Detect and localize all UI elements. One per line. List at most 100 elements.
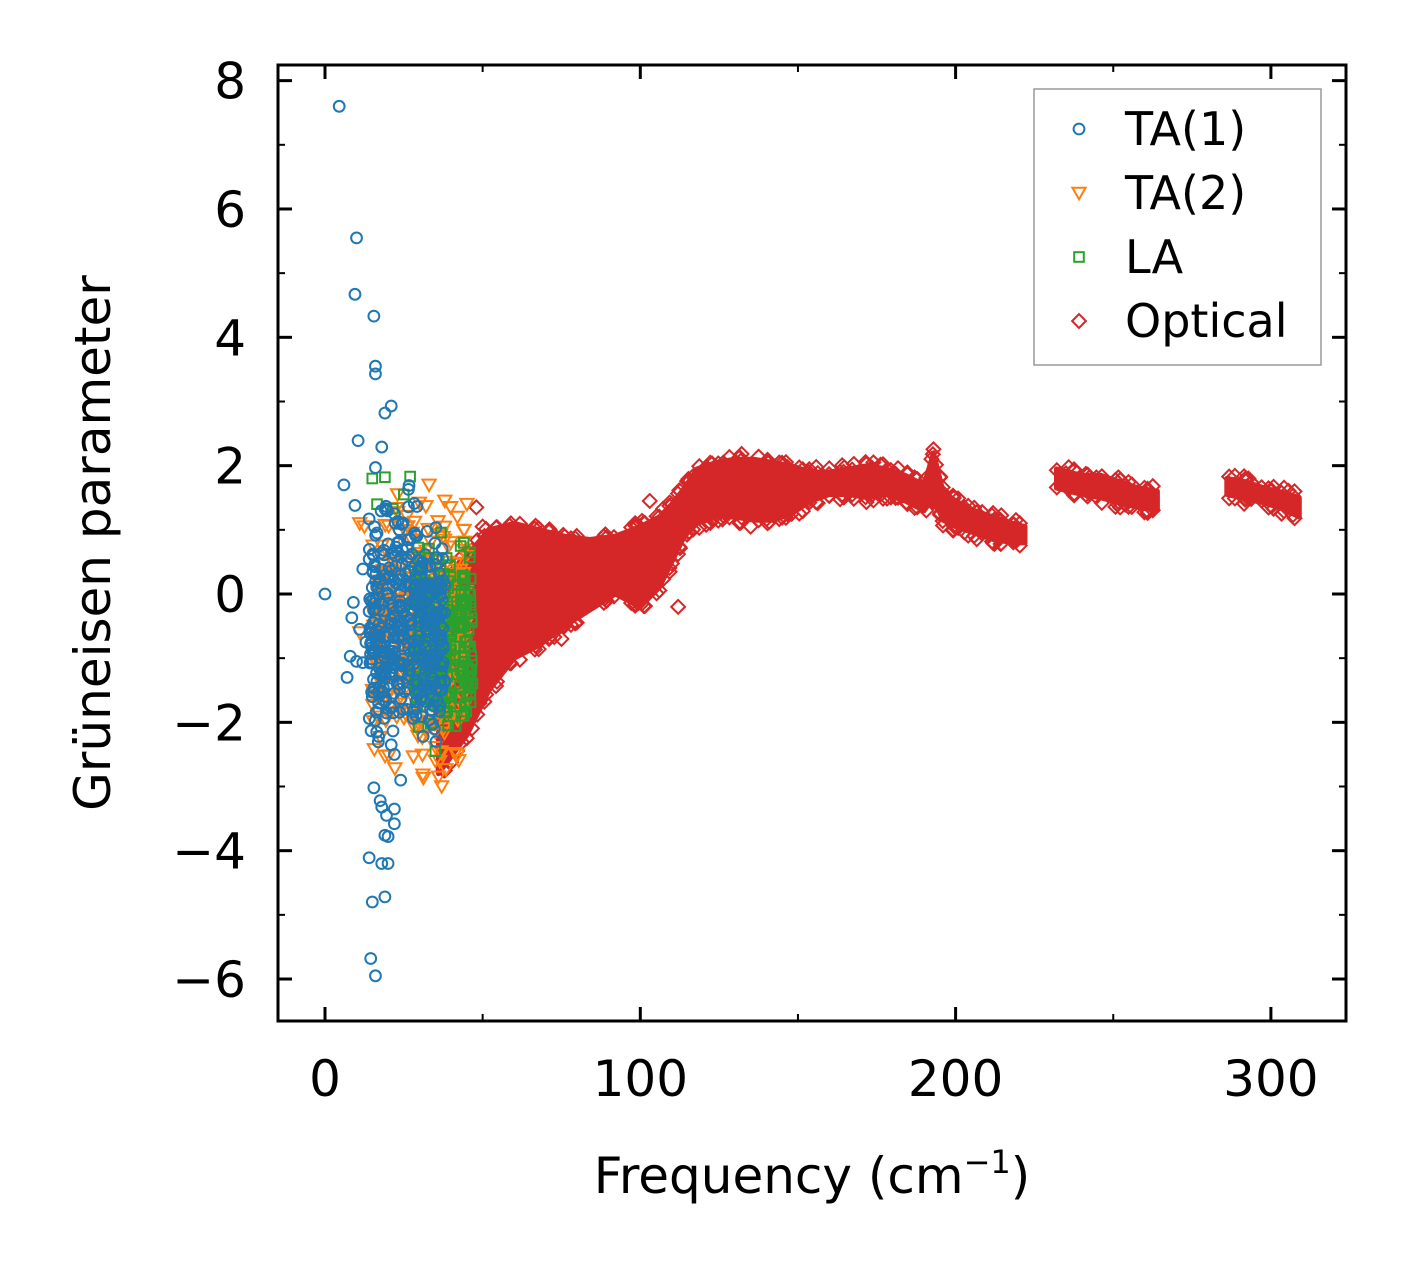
data-point bbox=[412, 721, 425, 733]
data-point bbox=[429, 521, 443, 535]
data-point bbox=[356, 562, 370, 576]
data-point bbox=[375, 440, 389, 454]
data-point bbox=[742, 518, 759, 535]
data-point bbox=[371, 640, 384, 654]
data-point bbox=[398, 685, 412, 698]
data-point bbox=[348, 287, 362, 301]
legend-marker-ta2 bbox=[1070, 186, 1088, 202]
data-point bbox=[397, 639, 410, 653]
data-point bbox=[420, 559, 434, 573]
data-point bbox=[1142, 489, 1160, 507]
data-point bbox=[362, 851, 376, 865]
data-point bbox=[663, 555, 681, 572]
data-point bbox=[1262, 483, 1280, 500]
data-point bbox=[394, 550, 408, 564]
data-point bbox=[386, 706, 400, 720]
data-point bbox=[362, 512, 376, 526]
data-point bbox=[807, 458, 825, 476]
data-point bbox=[365, 581, 379, 594]
data-point bbox=[351, 517, 369, 532]
data-point bbox=[889, 459, 907, 477]
data-point bbox=[1284, 487, 1302, 505]
data-point bbox=[419, 622, 433, 636]
data-point bbox=[1139, 480, 1156, 498]
data-point bbox=[530, 640, 548, 658]
data-point bbox=[878, 490, 896, 507]
data-point bbox=[442, 719, 454, 732]
data-point bbox=[451, 556, 468, 572]
data-point bbox=[421, 581, 434, 595]
data-point bbox=[369, 367, 382, 381]
data-point bbox=[381, 537, 395, 551]
data-point bbox=[346, 595, 360, 609]
data-point bbox=[378, 406, 392, 420]
data-point bbox=[680, 472, 698, 490]
data-point bbox=[409, 729, 427, 745]
legend-box bbox=[1033, 88, 1322, 366]
data-point bbox=[1065, 461, 1083, 478]
data-point bbox=[973, 525, 991, 543]
data-point bbox=[488, 673, 506, 690]
data-point bbox=[398, 579, 412, 593]
data-point bbox=[406, 712, 420, 725]
legend-items: TA(1) TA(2) LA Optical bbox=[1070, 102, 1287, 348]
data-point bbox=[455, 710, 468, 722]
data-point bbox=[365, 895, 379, 909]
data-point bbox=[1240, 490, 1257, 507]
data-point bbox=[370, 580, 384, 594]
data-point bbox=[777, 453, 795, 471]
data-point bbox=[396, 631, 410, 645]
data-point bbox=[1093, 467, 1111, 485]
data-point bbox=[386, 700, 400, 713]
data-point bbox=[1065, 487, 1083, 504]
data-point bbox=[367, 781, 381, 795]
y-tick-label: −4 bbox=[172, 823, 246, 881]
data-point bbox=[378, 890, 392, 904]
data-point bbox=[379, 471, 391, 484]
data-point bbox=[697, 516, 715, 534]
data-point bbox=[460, 636, 473, 648]
data-point bbox=[669, 598, 687, 616]
data-point bbox=[464, 596, 476, 609]
data-point bbox=[1104, 477, 1122, 495]
data-point bbox=[927, 456, 945, 474]
data-point bbox=[1242, 490, 1260, 508]
data-point bbox=[388, 549, 402, 563]
data-point bbox=[770, 454, 788, 471]
data-point bbox=[380, 808, 393, 822]
data-point bbox=[1111, 499, 1129, 516]
data-point bbox=[380, 589, 394, 603]
data-point bbox=[393, 613, 407, 627]
data-point bbox=[415, 771, 432, 787]
data-point bbox=[369, 359, 382, 373]
data-point bbox=[1240, 470, 1257, 487]
legend-entry-ta2: TA(2) bbox=[1070, 166, 1246, 220]
data-point bbox=[367, 548, 380, 562]
data-point bbox=[332, 99, 346, 113]
data-point bbox=[598, 592, 615, 610]
data-point bbox=[430, 682, 444, 696]
data-point bbox=[671, 539, 689, 557]
data-point bbox=[882, 489, 900, 506]
y-tick-label: −6 bbox=[172, 951, 246, 1009]
data-point bbox=[429, 735, 443, 748]
data-point bbox=[831, 490, 849, 508]
data-point bbox=[968, 504, 986, 521]
data-point bbox=[402, 613, 416, 627]
data-point bbox=[843, 486, 861, 503]
data-point bbox=[340, 671, 354, 684]
data-point bbox=[820, 460, 838, 477]
data-point bbox=[369, 714, 382, 727]
data-point bbox=[1139, 502, 1156, 520]
data-point bbox=[371, 735, 385, 749]
data-point bbox=[464, 546, 476, 559]
data-point bbox=[372, 730, 386, 743]
data-point bbox=[449, 720, 462, 732]
data-point bbox=[899, 465, 916, 483]
data-point bbox=[899, 495, 916, 513]
data-point bbox=[351, 434, 365, 448]
data-point bbox=[455, 523, 473, 539]
y-axis-title: Grüneisen parameter bbox=[64, 275, 122, 811]
legend-marker-ta1 bbox=[1072, 122, 1086, 136]
